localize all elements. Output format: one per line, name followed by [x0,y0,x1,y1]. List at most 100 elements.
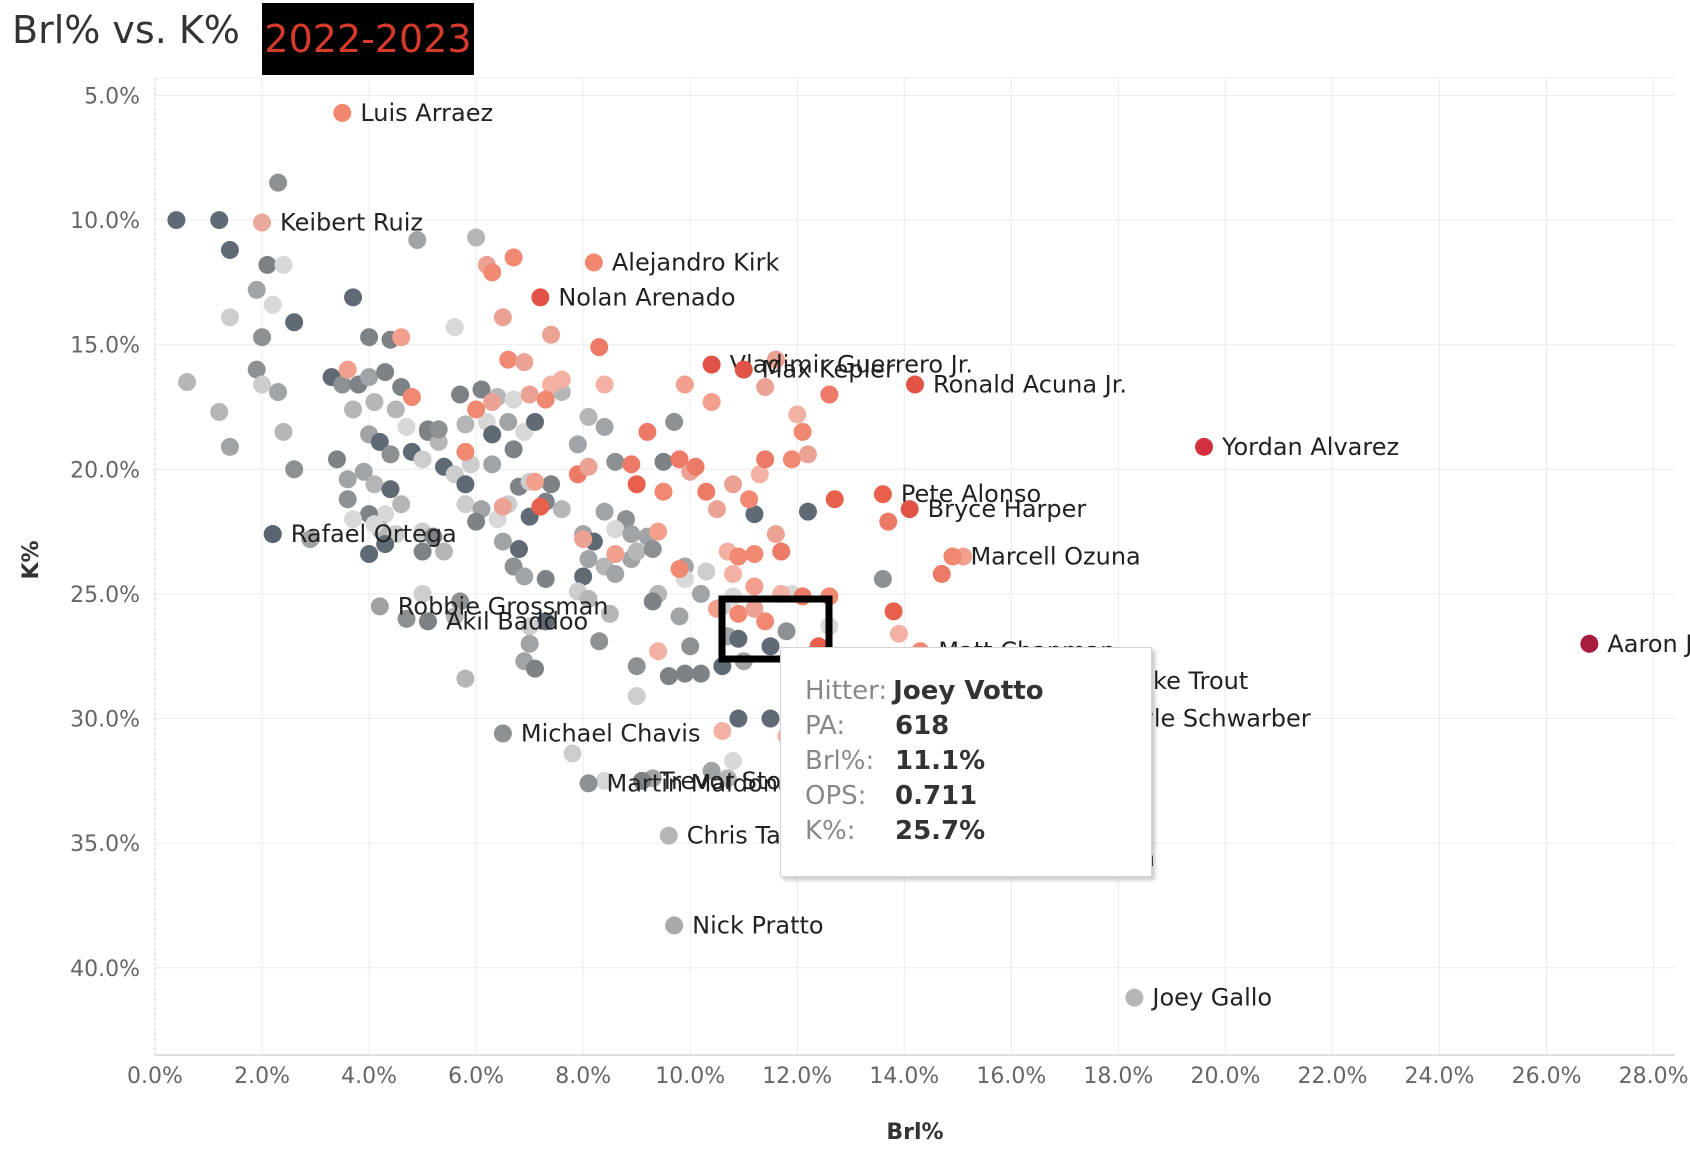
y-tick-label: 10.0% [70,209,140,234]
point-label: Max Kepler [762,356,895,384]
data-point [365,515,384,534]
point-label: Bryce Harper [928,495,1087,523]
data-point [504,440,523,459]
x-axis-label: Brl% [886,1120,943,1145]
data-point [750,465,769,484]
tooltip-key: PA: [805,711,846,741]
data-point [606,545,625,564]
data-point [729,629,748,648]
data-point [365,475,384,494]
data-point [724,475,743,494]
data-point [520,385,539,404]
data-point [301,530,320,549]
data-point [563,744,582,763]
point-label: Alejandro Kirk [612,248,780,276]
data-point-labeled [584,253,603,272]
x-tick-label: 0.0% [127,1064,183,1089]
data-point [643,592,662,611]
data-point [402,388,421,407]
data-point-labeled [418,612,437,631]
data-point [467,512,486,531]
x-tick-label: 10.0% [655,1064,725,1089]
data-point [756,612,775,631]
x-tick-label: 6.0% [448,1064,504,1089]
data-point [456,415,475,434]
data-point-labeled [900,500,919,519]
data-point [724,751,743,770]
data-point [178,373,197,392]
data-point [397,417,416,436]
x-tick-label: 12.0% [762,1064,832,1089]
data-point [504,248,523,267]
y-tick-label: 20.0% [70,458,140,483]
data-point [210,211,229,230]
x-axis-ticks: 0.0% 2.0% 4.0% 6.0% 8.0% 10.0% 12.0% 14.0% 16.0%… [127,1064,1688,1089]
data-point [483,425,502,444]
data-point [579,407,598,426]
data-point [338,490,357,509]
x-tick-label: 8.0% [555,1064,611,1089]
point-label: Joey Gallo [1150,984,1272,1012]
data-point [756,450,775,469]
point-label: Yordan Alvarez [1221,433,1399,461]
data-point [472,380,491,399]
point-label: Aaron Judge [1607,630,1690,658]
data-point [686,457,705,476]
tooltip-row: PA: 618 [805,711,949,741]
data-point [274,255,293,274]
data-point [745,577,764,596]
data-point [574,567,593,586]
x-tick-label: 24.0% [1405,1064,1475,1089]
data-point [740,490,759,509]
tooltip-value: 25.7% [895,816,986,846]
data-point [397,609,416,628]
data-point [376,363,395,382]
data-point [344,400,363,419]
data-point [360,368,379,387]
data-point [649,642,668,661]
tooltip-hitter-key: Hitter: [805,676,888,706]
data-point [595,417,614,436]
data-point [793,422,812,441]
data-point [595,375,614,394]
point-label: Ronald Acuna Jr. [933,371,1127,399]
data-point [638,422,657,441]
data-point-labeled [253,213,272,232]
data-point [622,525,641,544]
data-point-labeled [734,360,753,379]
data-point [542,375,561,394]
data-point-labeled [493,724,512,743]
tooltip-row: OPS: 0.711 [805,781,977,811]
data-point [766,525,785,544]
data-point-labeled [702,355,721,374]
y-tick-label: 25.0% [70,583,140,608]
data-point [354,462,373,481]
data-point [520,634,539,653]
data-point [451,385,470,404]
data-point [338,360,357,379]
data-point [756,378,775,397]
data-point-labeled [531,288,550,307]
data-point [536,612,555,631]
data-point [873,569,892,588]
y-tick-label: 30.0% [70,708,140,733]
point-label: Nick Pratto [692,911,823,939]
data-point [697,482,716,501]
data-point [670,559,689,578]
data-point [820,385,839,404]
point-label: Michael Chavis [521,719,701,747]
data-point-labeled [873,485,892,504]
data-point [360,545,379,564]
x-tick-label: 22.0% [1298,1064,1368,1089]
point-label: Keibert Ruiz [280,209,423,237]
y-tick-label: 35.0% [70,832,140,857]
data-point [483,393,502,412]
x-tick-label: 20.0% [1190,1064,1260,1089]
data-point [649,522,668,541]
data-point [574,530,593,549]
data-point [702,393,721,412]
data-point [429,420,448,439]
data-point [643,540,662,559]
data-point [456,669,475,688]
